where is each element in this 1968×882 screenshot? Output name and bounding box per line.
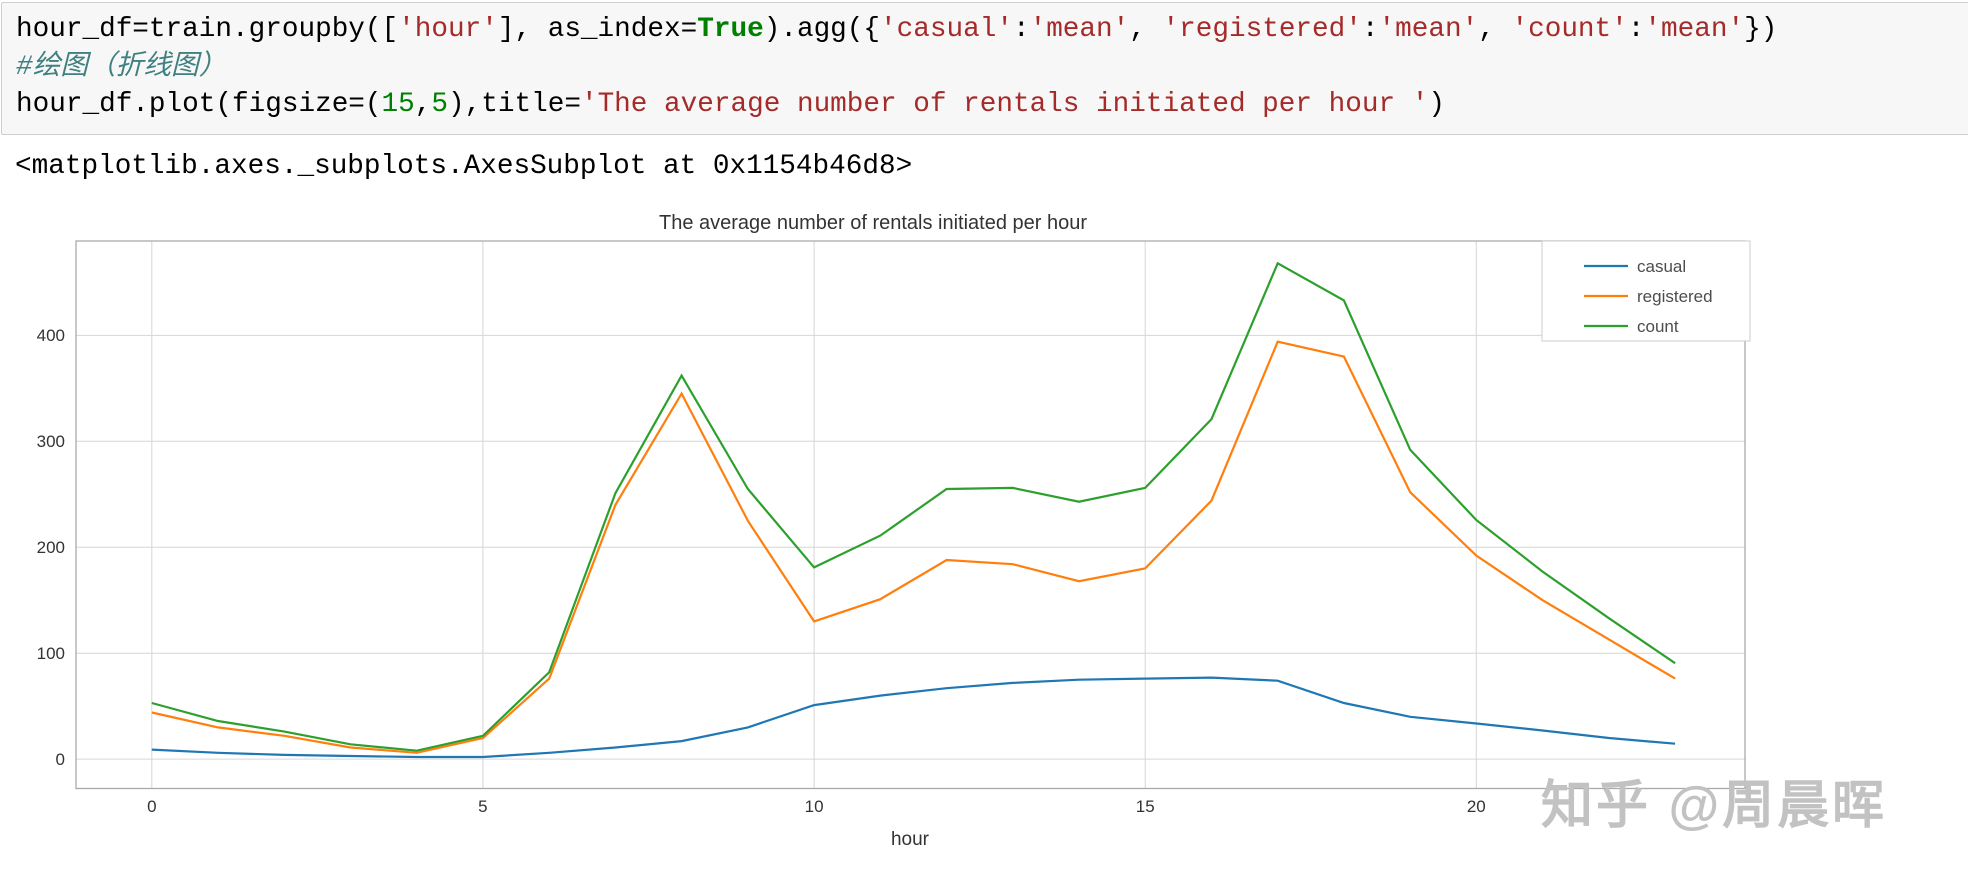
svg-text:count: count <box>1637 317 1679 336</box>
svg-text:20: 20 <box>1467 797 1486 816</box>
svg-text:300: 300 <box>37 432 65 451</box>
svg-text:15: 15 <box>1136 797 1155 816</box>
svg-text:hour: hour <box>891 829 930 850</box>
svg-text:0: 0 <box>147 797 156 816</box>
svg-text:10: 10 <box>805 797 824 816</box>
svg-text:registered: registered <box>1637 287 1713 306</box>
svg-text:5: 5 <box>478 797 487 816</box>
svg-text:400: 400 <box>37 326 65 345</box>
svg-text:100: 100 <box>37 644 65 663</box>
svg-text:casual: casual <box>1637 257 1686 276</box>
svg-text:0: 0 <box>56 750 65 769</box>
svg-text:200: 200 <box>37 538 65 557</box>
